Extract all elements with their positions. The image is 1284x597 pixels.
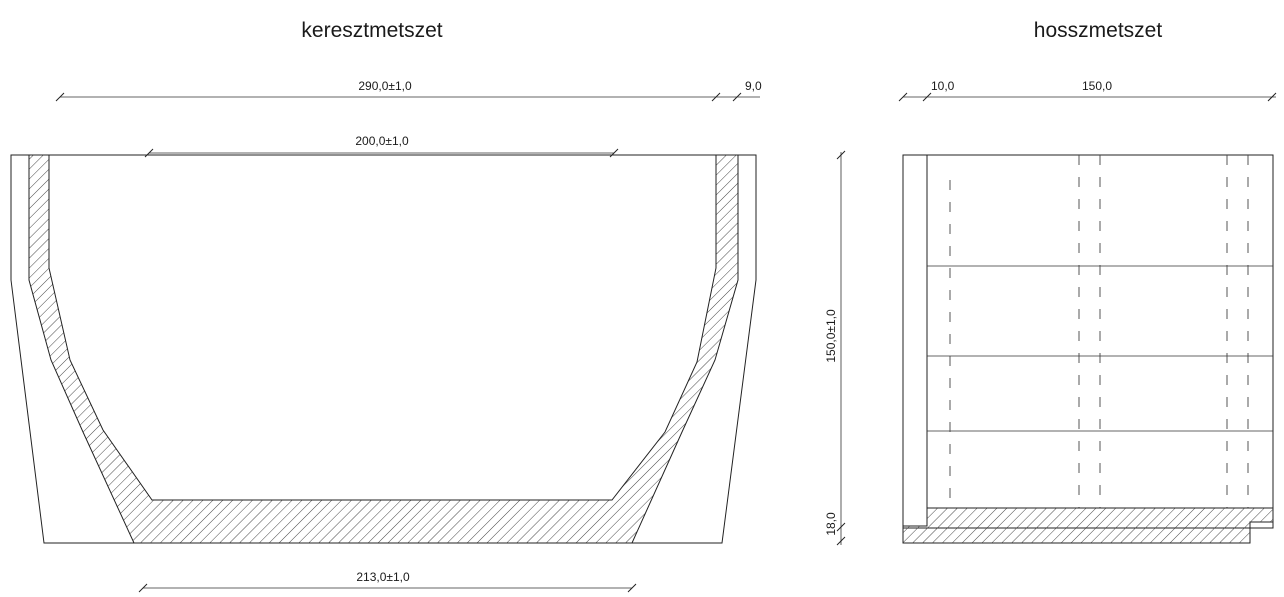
dim-cross-inner: 200,0±1,0 [144, 134, 619, 158]
dim-cross-inner-label: 200,0±1,0 [355, 134, 409, 148]
dim-long-top: 10,0 150,0 [898, 79, 1277, 102]
long-section-title: hosszmetszet [1034, 19, 1163, 42]
long-floor-slab [902, 507, 1274, 544]
dim-long-height-label: 150,0±1,0 [824, 309, 838, 363]
dim-long-vertical: 150,0±1,0 18,0 [824, 150, 846, 546]
dim-cross-bottom: 213,0±1,0 [138, 570, 637, 593]
cross-outer-outline [10, 154, 757, 544]
dim-long-floor-label: 18,0 [824, 512, 838, 536]
dim-cross-top: 290,0±1,0 9,0 [55, 79, 762, 102]
cross-section-drawing [10, 154, 757, 544]
dim-cross-wall-label: 9,0 [745, 79, 762, 93]
cross-u-shell [28, 154, 739, 544]
dim-cross-top-label: 290,0±1,0 [358, 79, 412, 93]
dim-long-endwall-label: 10,0 [931, 79, 955, 93]
long-section-drawing [902, 154, 1274, 544]
long-outer-box [902, 154, 1274, 529]
dim-long-length-label: 150,0 [1082, 79, 1112, 93]
dim-cross-bottom-label: 213,0±1,0 [356, 570, 410, 584]
cross-section-title: keresztmetszet [301, 19, 442, 42]
